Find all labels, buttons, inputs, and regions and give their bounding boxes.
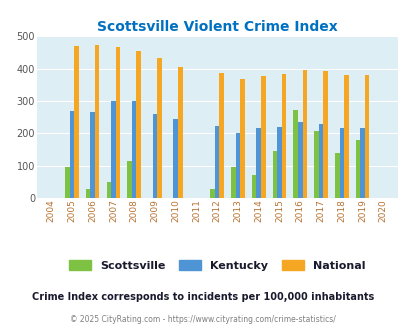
Bar	[95, 45, 99, 198]
Bar	[152, 114, 157, 198]
Bar	[74, 46, 79, 198]
Bar	[359, 128, 364, 198]
Title: Scottsville Violent Crime Index: Scottsville Violent Crime Index	[97, 20, 337, 34]
Bar	[251, 175, 256, 198]
Bar	[281, 74, 286, 198]
Bar	[115, 47, 120, 198]
Text: © 2025 CityRating.com - https://www.cityrating.com/crime-statistics/: © 2025 CityRating.com - https://www.city…	[70, 314, 335, 324]
Bar	[272, 151, 277, 198]
Bar	[313, 131, 318, 198]
Bar	[69, 111, 74, 198]
Bar	[297, 122, 302, 198]
Text: Crime Index corresponds to incidents per 100,000 inhabitants: Crime Index corresponds to incidents per…	[32, 292, 373, 302]
Bar	[210, 189, 214, 198]
Bar	[65, 167, 69, 198]
Bar	[364, 75, 369, 198]
Bar	[136, 51, 141, 198]
Bar	[334, 153, 339, 198]
Bar	[322, 71, 327, 198]
Bar	[85, 189, 90, 198]
Bar	[293, 110, 297, 198]
Bar	[177, 67, 182, 198]
Bar	[132, 101, 136, 198]
Bar	[90, 112, 95, 198]
Bar	[157, 58, 161, 198]
Bar	[235, 133, 240, 198]
Bar	[111, 101, 115, 198]
Bar	[106, 182, 111, 198]
Legend: Scottsville, Kentucky, National: Scottsville, Kentucky, National	[65, 255, 369, 275]
Bar	[339, 128, 343, 198]
Bar	[127, 161, 132, 198]
Bar	[240, 79, 244, 198]
Bar	[260, 76, 265, 198]
Bar	[302, 70, 306, 198]
Bar	[318, 124, 322, 198]
Bar	[256, 128, 260, 198]
Bar	[214, 125, 219, 198]
Bar	[173, 119, 177, 198]
Bar	[277, 127, 281, 198]
Bar	[230, 167, 235, 198]
Bar	[343, 75, 348, 198]
Bar	[219, 73, 224, 198]
Bar	[355, 140, 359, 198]
